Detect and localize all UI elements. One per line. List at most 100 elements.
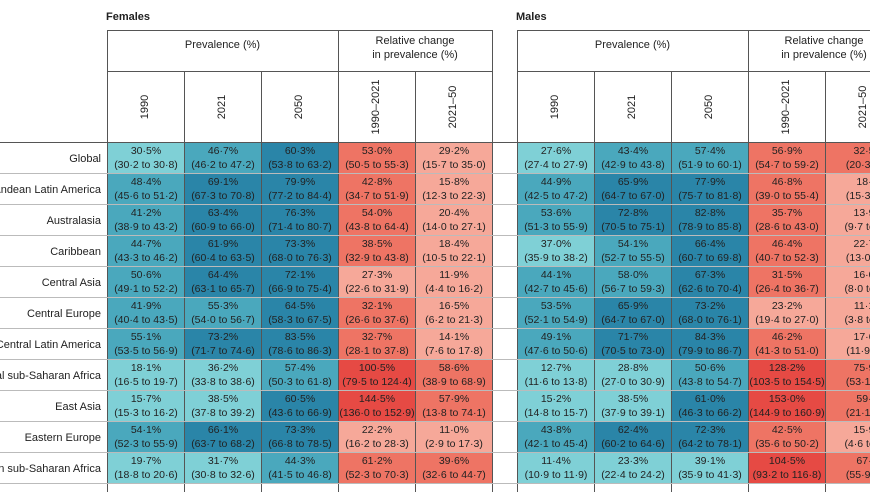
females-cell: 32·7% (28·1 to 37·8)	[339, 329, 415, 359]
males-cell: 39·1% (35·9 to 41·3)	[672, 453, 748, 483]
cell-interval: (37·8 to 39·2)	[191, 407, 255, 419]
cell-value: 58·0%	[617, 269, 649, 281]
cell-interval: (27·0 to 30·9)	[601, 376, 665, 388]
males-cell: 46·2% (41·3 to 51·0)	[749, 329, 825, 359]
cell-interval: (6·2 to 21·3)	[425, 314, 483, 326]
row-label: Australasia	[46, 214, 101, 227]
males-relchange-header-text-2: in prevalence (%)	[781, 49, 867, 61]
cell-value: 55·3%	[207, 300, 239, 312]
females-cell: 58·6% (38·9 to 68·9)	[416, 360, 492, 390]
cell-value: 128·2%	[768, 362, 806, 374]
females-cell: 27·3% (22·6 to 31·9)	[339, 267, 415, 297]
column-label: 1990–2021	[780, 79, 792, 135]
cell-interval: (66·9 to 75·4)	[268, 283, 332, 295]
cell-value: 72·1%	[284, 269, 316, 281]
cell-interval: (63·7 to 68·2)	[191, 438, 255, 450]
cell-value: 57·4%	[284, 362, 316, 374]
cell-interval: (32·6 to 44·7)	[422, 469, 486, 481]
cell-value: 22·7	[853, 238, 870, 250]
cell-value: 53·5%	[540, 300, 572, 312]
cell-interval: (10·9 to 11·9)	[524, 469, 588, 481]
females-col-header-4: 2021–50	[415, 72, 491, 142]
cell-value: 67·3%	[694, 269, 726, 281]
cell-value: 153·0%	[768, 393, 806, 405]
females-cell: 63·4% (60·9 to 66·0)	[185, 205, 261, 235]
cell-value: 18·	[856, 176, 870, 188]
cell-interval: (64·7 to 67·0)	[601, 190, 665, 202]
females-cell: 54·0% (43·8 to 64·4)	[339, 205, 415, 235]
males-prevalence-header-text: Prevalence (%)	[594, 39, 671, 51]
cell-interval: (14·0 to 27·1)	[422, 221, 486, 233]
cell-interval: (50·5 to 55·3)	[345, 159, 409, 171]
subheader-rule-f	[107, 71, 492, 72]
males-cell: 73·2% (68·0 to 76·1)	[672, 298, 748, 328]
cell-value: 11·9%	[439, 269, 469, 281]
cell-interval: (70·5 to 75·1)	[601, 221, 665, 233]
cell-interval: (16·2 to 28·3)	[345, 438, 409, 450]
cell-value: 46·7%	[207, 145, 239, 157]
cell-interval: (79·5 to 124·4)	[342, 376, 412, 388]
males-cell: 38·5% (37·9 to 39·1)	[595, 391, 671, 421]
males-cell: 67·3% (62·6 to 70·4)	[672, 267, 748, 297]
column-label: 1990	[139, 94, 151, 120]
column-divider	[825, 71, 826, 492]
row-rule	[0, 390, 870, 391]
females-prevalence-header-text: Prevalence (%)	[184, 39, 261, 51]
cell-value: 72·3%	[694, 424, 726, 436]
group-divider	[748, 30, 749, 492]
cell-interval: (79·9 to 86·7)	[678, 345, 742, 357]
cell-interval: (78·9 to 85·8)	[678, 221, 742, 233]
cell-value: 39·6%	[438, 455, 470, 467]
females-cell: 55·1% (53·5 to 56·9)	[108, 329, 184, 359]
males-cell: 42·5% (35·6 to 50·2)	[749, 422, 825, 452]
cell-value: 64·4%	[207, 269, 239, 281]
cell-interval: (64·2 to 78·1)	[678, 438, 742, 450]
cell-interval: (35·6 to 50·2)	[755, 438, 819, 450]
cell-interval: (66·8 to 78·5)	[268, 438, 332, 450]
cell-value: 23·3%	[617, 455, 649, 467]
males-col-header-0: 1990	[517, 72, 593, 142]
cell-interval: (19·4 to 27·0)	[755, 314, 819, 326]
row-label: Caribbean	[50, 245, 101, 258]
table-top-rule-f	[107, 30, 492, 31]
females-cell: 31·7% (30·8 to 32·6)	[185, 453, 261, 483]
cell-value: 36·2%	[207, 362, 239, 374]
row-rule	[0, 297, 870, 298]
cell-value: 144·5%	[358, 393, 396, 405]
cell-interval: (30·8 to 32·6)	[191, 469, 255, 481]
cell-interval: (15·7 to 35·0)	[422, 159, 486, 171]
males-cell: 23·3% (22·4 to 24·2)	[595, 453, 671, 483]
cell-value: 54·0%	[361, 207, 393, 219]
cell-interval: (54·7 to 59·2)	[755, 159, 819, 171]
cell-value: 46·2%	[771, 331, 803, 343]
cell-value: 31·5%	[771, 269, 803, 281]
cell-interval: (144·9 to 160·9)	[749, 407, 825, 419]
cell-value: 19·7%	[130, 455, 162, 467]
row-rule	[0, 421, 870, 422]
cell-interval: (103·5 to 154·5)	[749, 376, 825, 388]
cell-value: 37·0%	[540, 238, 572, 250]
row-label: Eastern sub-Saharan Africa	[0, 462, 101, 475]
cell-interval: (71·4 to 80·7)	[268, 221, 332, 233]
cell-interval: (43·6 to 66·9)	[268, 407, 332, 419]
cell-interval: (41·5 to 46·8)	[268, 469, 332, 481]
females-cell: 60·5% (43·6 to 66·9)	[262, 391, 338, 421]
cell-value: 82·8%	[694, 207, 726, 219]
cell-interval: (60·9 to 66·0)	[191, 221, 255, 233]
cell-interval: (38·9 to 43·2)	[114, 221, 178, 233]
males-cell: 62·4% (60·2 to 64·6)	[595, 422, 671, 452]
males-cell: 27·6% (27·4 to 27·9)	[518, 143, 594, 173]
cell-interval: (70·5 to 73·0)	[601, 345, 665, 357]
males-cell: 72·8% (70·5 to 75·1)	[595, 205, 671, 235]
males-cell: 16·0 (8·0 to 2	[826, 267, 870, 297]
females-cell: 42·8% (34·7 to 51·9)	[339, 174, 415, 204]
cell-value: 55·1%	[130, 331, 162, 343]
row-label: Central Asia	[41, 276, 101, 289]
cell-interval: (62·6 to 70·4)	[678, 283, 742, 295]
column-divider	[261, 71, 262, 492]
cell-value: 29·2%	[438, 145, 470, 157]
females-cell: 41·9% (40·4 to 43·5)	[108, 298, 184, 328]
cell-interval: (60·7 to 69·8)	[678, 252, 742, 264]
females-cell: 39·6% (32·6 to 44·7)	[416, 453, 492, 483]
cell-interval: (34·7 to 51·9)	[345, 190, 409, 202]
